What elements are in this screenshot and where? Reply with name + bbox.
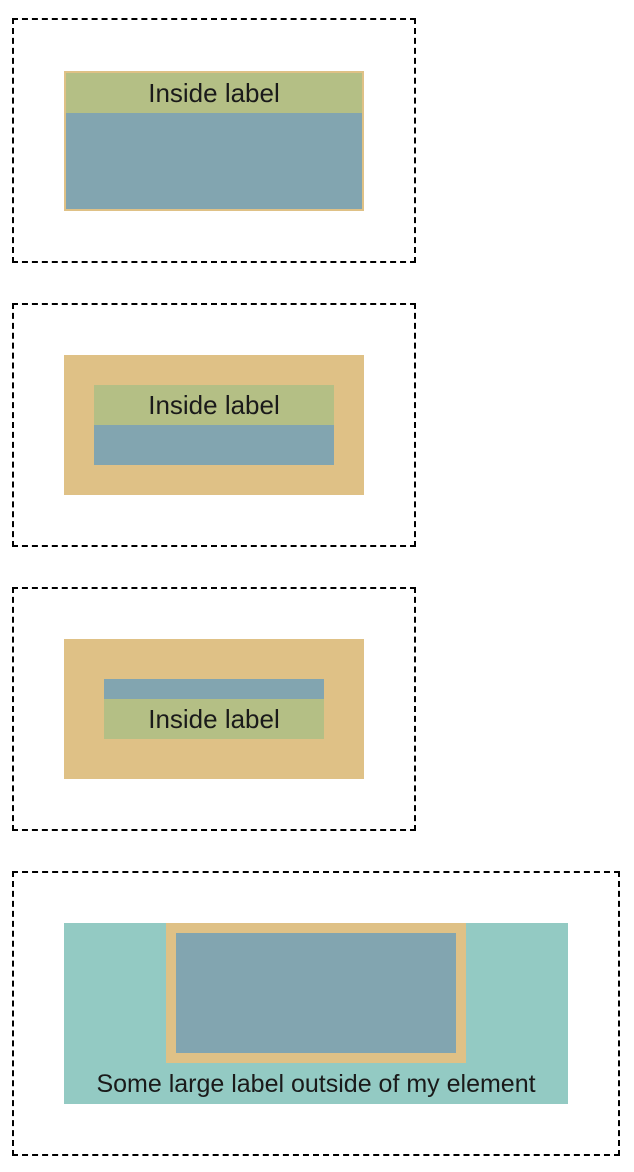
demo-frame-4: Some large label outside of my element bbox=[12, 871, 620, 1156]
content-area-4 bbox=[176, 933, 456, 1053]
element-box-2: Inside label bbox=[64, 355, 364, 495]
inside-label-3: Inside label bbox=[104, 699, 324, 739]
element-box-4 bbox=[166, 923, 466, 1063]
element-box-3: Inside label bbox=[64, 639, 364, 779]
inside-label-2: Inside label bbox=[94, 385, 334, 425]
outside-label: Some large label outside of my element bbox=[96, 1070, 536, 1098]
element-box-1: Inside label bbox=[64, 71, 364, 211]
inside-label-1: Inside label bbox=[66, 73, 362, 113]
demo-frame-3: Inside label bbox=[12, 587, 416, 831]
demo-frame-2: Inside label bbox=[12, 303, 416, 547]
outer-margin-box: Some large label outside of my element bbox=[64, 923, 568, 1104]
demo-frame-1: Inside label bbox=[12, 18, 416, 263]
